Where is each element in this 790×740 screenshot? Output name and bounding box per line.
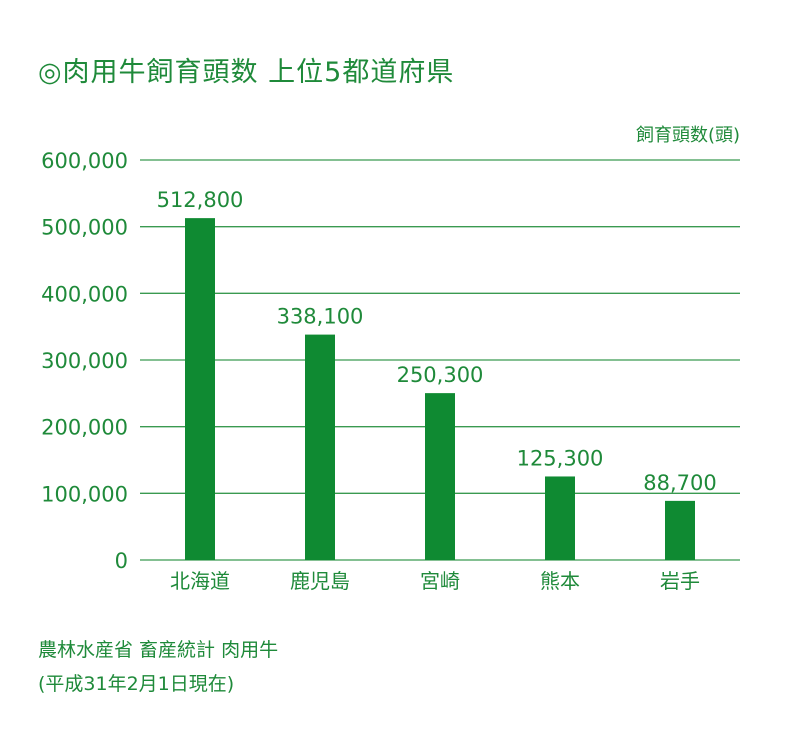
x-tick-label: 宮崎: [420, 569, 460, 593]
x-tick-label: 岩手: [660, 569, 700, 593]
y-tick-label: 200,000: [41, 416, 128, 440]
bar-value-label: 125,300: [517, 446, 604, 470]
source-note: 農林水産省 畜産統計 肉用牛 (平成31年2月1日現在): [38, 633, 278, 701]
chart-title: ◎肉用牛飼育頭数 上位5都道府県: [38, 57, 455, 88]
y-tick-label: 500,000: [41, 216, 128, 240]
bar: [425, 393, 455, 560]
bar-value-label: 512,800: [157, 188, 244, 212]
y-tick-label: 300,000: [41, 349, 128, 373]
x-tick-label: 北海道: [170, 569, 230, 593]
source-line-2: (平成31年2月1日現在): [38, 673, 235, 695]
bar: [665, 500, 695, 560]
y-tick-label: 0: [115, 549, 128, 573]
y-axis-label: 飼育頭数(頭): [636, 125, 740, 146]
source-line-1: 農林水産省 畜産統計 肉用牛: [38, 639, 279, 661]
bar-value-label: 338,100: [277, 305, 364, 329]
y-tick-label: 400,000: [41, 282, 128, 306]
x-tick-label: 鹿児島: [290, 569, 350, 593]
y-tick-label: 100,000: [41, 482, 128, 506]
bar: [185, 218, 215, 560]
bar: [545, 476, 575, 560]
y-tick-label: 600,000: [41, 149, 128, 173]
bar: [305, 334, 335, 560]
bar-value-label: 88,700: [643, 471, 716, 495]
bar-value-label: 250,300: [397, 363, 484, 387]
x-tick-label: 熊本: [540, 569, 580, 593]
